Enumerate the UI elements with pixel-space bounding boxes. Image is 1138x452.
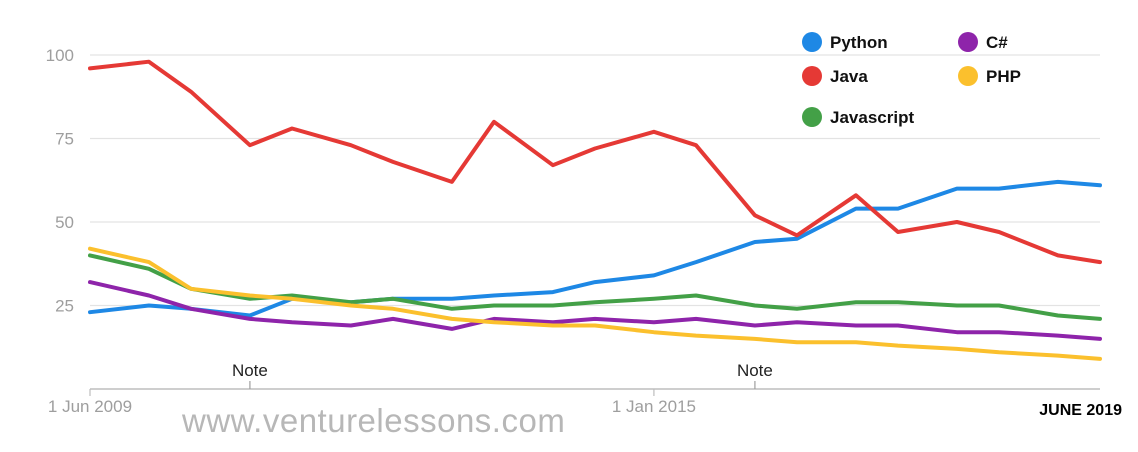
- annotation-label: Note: [232, 361, 268, 380]
- y-axis-ticks: 25 50 75 100: [46, 46, 74, 316]
- legend-label-java: Java: [830, 67, 868, 86]
- x-tick-label: 1 Jun 2009: [48, 397, 132, 416]
- legend-label-python: Python: [830, 33, 888, 52]
- y-tick-label: 100: [46, 46, 74, 65]
- x-axis-ticks: 1 Jun 2009 1 Jan 2015: [48, 389, 696, 416]
- y-tick-label: 25: [55, 297, 74, 316]
- x-tick-label: 1 Jan 2015: [612, 397, 696, 416]
- legend-label-php: PHP: [986, 67, 1021, 86]
- legend-swatch-csharp: [958, 32, 978, 52]
- y-tick-label: 50: [55, 213, 74, 232]
- corner-label: JUNE 2019: [1039, 402, 1122, 419]
- series-lines: [88, 59, 1102, 361]
- watermark: www.venturelessons.com: [181, 402, 565, 439]
- annotations: Note Note: [232, 361, 773, 389]
- annotation-label: Note: [737, 361, 773, 380]
- legend-swatch-javascript: [802, 107, 822, 127]
- legend-swatch-python: [802, 32, 822, 52]
- legend: Python Java Javascript C# PHP: [802, 32, 1021, 127]
- series-line-java: [88, 59, 1102, 265]
- series-line-python: [88, 179, 1102, 318]
- series-line-php: [88, 246, 1102, 361]
- legend-label-javascript: Javascript: [830, 108, 914, 127]
- legend-swatch-java: [802, 66, 822, 86]
- legend-label-csharp: C#: [986, 33, 1008, 52]
- series-line-csharp: [88, 280, 1102, 341]
- series-line-javascript: [88, 253, 1102, 321]
- y-tick-label: 75: [55, 130, 74, 149]
- legend-swatch-php: [958, 66, 978, 86]
- gridlines: [90, 54, 1100, 307]
